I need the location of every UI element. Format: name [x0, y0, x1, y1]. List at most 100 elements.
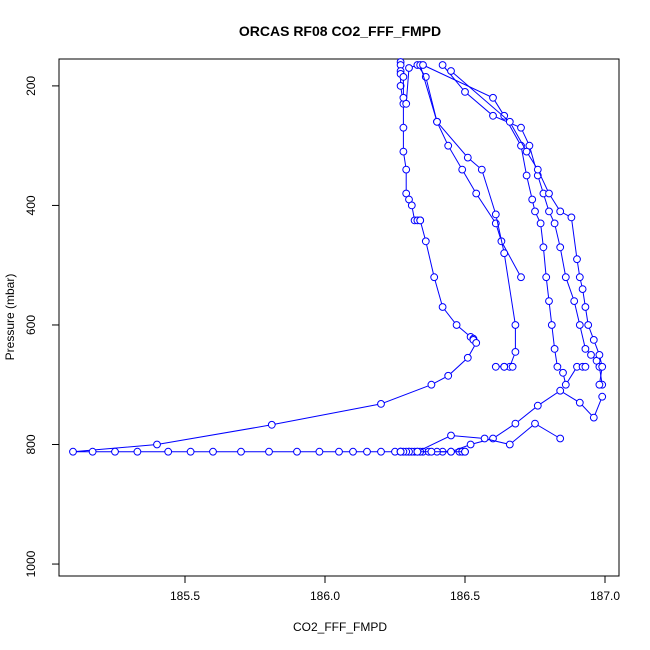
series-line — [450, 70, 603, 385]
data-point — [438, 61, 447, 69]
x-axis-label: CO2_FFF_FMPD — [293, 620, 387, 634]
series-5 — [419, 61, 590, 389]
data-point — [402, 99, 411, 108]
series-4 — [416, 61, 520, 371]
data-point — [575, 273, 584, 282]
data-point — [528, 195, 537, 204]
data-point — [561, 380, 570, 389]
data-point — [500, 111, 509, 120]
data-point — [164, 447, 173, 456]
data-point — [349, 447, 357, 456]
data-point — [427, 380, 436, 389]
data-point — [573, 255, 581, 264]
data-point — [472, 339, 481, 347]
data-point — [489, 93, 497, 102]
data-point — [315, 447, 324, 456]
x-tick-label: 185.5 — [170, 589, 200, 603]
data-point — [396, 82, 405, 90]
data-point — [533, 401, 542, 410]
data-point — [399, 123, 408, 132]
data-point — [500, 249, 509, 258]
data-point — [556, 386, 565, 395]
data-point — [559, 368, 567, 377]
x-tick-label: 186.0 — [310, 589, 340, 603]
data-point — [595, 380, 604, 389]
data-point — [265, 447, 273, 456]
data-point — [581, 303, 590, 311]
chart-title: ORCAS RF08 CO2_FFF_FMPD — [239, 23, 441, 39]
data-point — [517, 273, 525, 282]
data-point — [463, 353, 472, 362]
x-tick-label: 186.5 — [450, 589, 480, 603]
data-point — [539, 243, 548, 252]
series-line — [72, 62, 477, 453]
data-point — [575, 321, 584, 329]
data-point — [508, 362, 517, 371]
data-point — [570, 297, 579, 306]
data-point — [505, 440, 514, 449]
data-point — [458, 165, 467, 174]
data-point — [531, 207, 539, 216]
data-point — [405, 64, 413, 72]
data-point — [463, 153, 472, 162]
data-point — [396, 447, 405, 456]
data-point — [447, 447, 455, 456]
y-tick-label: 400 — [24, 195, 38, 215]
data-point — [581, 362, 590, 371]
data-point — [589, 413, 598, 422]
data-point — [575, 398, 584, 407]
data-point — [587, 351, 595, 359]
data-point — [293, 447, 301, 456]
data-point — [556, 207, 565, 216]
data-point — [511, 321, 520, 329]
data-point — [547, 321, 556, 329]
plot-frame — [58, 58, 620, 577]
data-point — [511, 419, 520, 428]
data-point — [480, 434, 489, 443]
series-line — [442, 64, 603, 385]
data-point — [491, 362, 500, 371]
data-point — [556, 243, 565, 252]
data-point — [472, 189, 481, 198]
data-point — [584, 321, 593, 329]
data-point — [419, 61, 427, 69]
data-point — [581, 345, 590, 353]
data-point — [335, 447, 343, 456]
series-6 — [438, 61, 607, 389]
data-point — [595, 351, 604, 359]
data-point — [533, 165, 542, 174]
data-point — [545, 207, 553, 216]
data-point — [407, 201, 416, 210]
y-axis: 200 400 600 800 1000 — [24, 76, 59, 577]
data-point — [186, 447, 195, 456]
data-point — [153, 440, 161, 449]
y-tick-label: 800 — [24, 434, 38, 454]
data-point — [578, 285, 587, 294]
data-point — [500, 362, 509, 371]
data-point — [461, 88, 469, 96]
data-point — [69, 447, 77, 456]
data-point — [522, 147, 531, 156]
data-point — [433, 117, 441, 126]
data-point — [444, 371, 453, 380]
data-point — [545, 189, 553, 198]
data-point — [402, 165, 411, 174]
series-line — [417, 422, 561, 453]
data-point — [111, 447, 119, 456]
data-point — [567, 213, 576, 222]
data-point — [511, 348, 520, 356]
data-point — [477, 165, 486, 174]
data-point — [550, 219, 559, 228]
data-point — [452, 321, 461, 329]
data-point — [399, 147, 408, 156]
data-point — [489, 111, 497, 120]
series-3 — [396, 61, 525, 282]
data-point — [517, 123, 525, 132]
data-point — [377, 400, 385, 408]
data-point — [561, 273, 570, 282]
series-7 — [447, 67, 607, 389]
data-point — [522, 171, 531, 180]
data-point — [556, 434, 565, 443]
series-layer — [69, 58, 607, 456]
series-9 — [413, 419, 565, 456]
